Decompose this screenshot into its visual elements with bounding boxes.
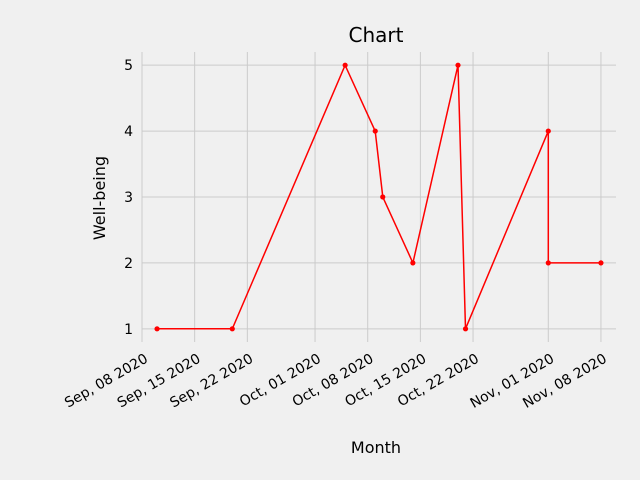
data-point bbox=[462, 326, 469, 332]
data-point bbox=[380, 194, 386, 200]
grid-layer bbox=[141, 52, 616, 342]
data-point bbox=[372, 128, 378, 134]
y-tick-label: 2 bbox=[124, 256, 133, 272]
data-point bbox=[342, 62, 348, 68]
data-point bbox=[154, 326, 160, 332]
x-axis-title: Month bbox=[351, 438, 401, 457]
chart-title: Chart bbox=[349, 23, 404, 47]
data-point bbox=[229, 326, 235, 332]
data-point bbox=[410, 260, 416, 266]
y-tick-labels: 1 2 3 4 5 bbox=[124, 58, 133, 338]
data-point bbox=[545, 260, 551, 266]
y-tick-label: 3 bbox=[124, 190, 133, 206]
y-tick-label: 5 bbox=[124, 58, 133, 74]
marker-layer bbox=[154, 62, 604, 332]
y-tick-label: 1 bbox=[124, 322, 133, 338]
data-point bbox=[455, 62, 461, 68]
y-axis-title: Well-being bbox=[90, 156, 109, 240]
data-point bbox=[598, 260, 604, 266]
data-point bbox=[545, 128, 551, 134]
y-tick-label: 4 bbox=[124, 124, 133, 140]
